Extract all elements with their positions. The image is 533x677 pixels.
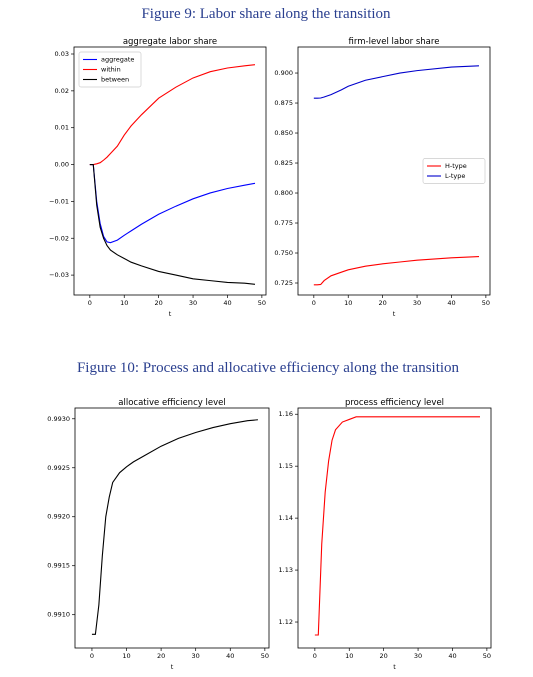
y-tick-label: 1.15 [279, 462, 293, 470]
plot-frame [297, 46, 491, 296]
x-tick-label: 40 [448, 652, 456, 660]
plot-frame [297, 407, 492, 649]
y-tick-label: 0.850 [274, 129, 293, 137]
x-tick-label: 30 [192, 652, 200, 660]
data-line [91, 419, 258, 635]
x-tick-label: 40 [226, 652, 234, 660]
y-tick-label: 1.14 [279, 514, 293, 522]
data-line [89, 164, 256, 244]
x-tick-label: 10 [122, 652, 130, 660]
chart-title: aggregate labor share [123, 37, 217, 47]
y-tick-label: 0.9915 [47, 562, 70, 570]
x-tick-label: 30 [189, 299, 197, 307]
y-tick-label: 0.9925 [47, 464, 70, 472]
x-tick-label: 0 [88, 299, 92, 307]
y-tick-label: 1.12 [279, 618, 293, 626]
data-line [313, 256, 480, 286]
y-tick-label: 0.9910 [47, 611, 70, 619]
y-tick-label: 0.875 [274, 99, 293, 107]
x-tick-label: 10 [344, 299, 352, 307]
x-tick-label: 10 [120, 299, 128, 307]
x-tick-label: 50 [261, 652, 269, 660]
x-tick-label: 0 [313, 652, 317, 660]
x-tick-label: 0 [90, 652, 94, 660]
y-tick-label: 0.800 [274, 189, 293, 197]
data-line [314, 416, 480, 636]
y-tick-label: 0.9930 [47, 415, 70, 423]
x-tick-label: 20 [380, 652, 388, 660]
y-tick-label: 0.825 [274, 159, 293, 167]
data-line [89, 164, 256, 285]
y-tick-label: 0.775 [274, 219, 293, 227]
y-tick-label: 0.750 [274, 249, 293, 257]
x-axis-label: t [169, 310, 172, 318]
y-tick-label: 0.01 [55, 124, 69, 132]
x-tick-label: 50 [482, 299, 490, 307]
legend-frame [422, 158, 486, 184]
y-tick-label: 0.725 [274, 279, 293, 287]
y-tick-label: 0.9920 [47, 513, 70, 521]
x-tick-label: 40 [447, 299, 455, 307]
chart-title: process efficiency level [345, 398, 444, 408]
figure-caption: Figure 9: Labor share along the transiti… [141, 6, 391, 22]
y-tick-label: −0.01 [49, 197, 69, 205]
y-tick-label: 1.13 [279, 566, 293, 574]
x-tick-label: 40 [223, 299, 231, 307]
y-tick-label: −0.03 [49, 271, 69, 279]
plot-frame [74, 407, 270, 649]
x-tick-label: 30 [414, 652, 422, 660]
y-tick-label: 0.00 [55, 161, 69, 169]
legend-frame [78, 51, 142, 88]
x-tick-label: 50 [483, 652, 491, 660]
legend-label: between [101, 76, 129, 84]
y-tick-label: 0.900 [274, 69, 293, 77]
x-axis-label: t [393, 310, 396, 318]
y-tick-label: 1.16 [279, 410, 293, 418]
x-tick-label: 10 [345, 652, 353, 660]
x-tick-label: 0 [312, 299, 316, 307]
x-tick-label: 20 [379, 299, 387, 307]
y-tick-label: −0.02 [49, 234, 69, 242]
x-tick-label: 20 [157, 652, 165, 660]
y-tick-label: 0.03 [55, 50, 69, 58]
figure-caption: Figure 10: Process and allocative effici… [77, 360, 460, 376]
legend-label: H-type [445, 162, 467, 170]
chart-title: firm-level labor share [349, 37, 440, 47]
x-axis-label: t [393, 663, 396, 671]
y-tick-label: 0.02 [55, 87, 69, 95]
x-tick-label: 20 [155, 299, 163, 307]
chart-title: allocative efficiency level [118, 398, 225, 408]
x-tick-label: 50 [258, 299, 266, 307]
x-axis-label: t [171, 663, 174, 671]
data-line [313, 65, 480, 99]
data-line [89, 64, 256, 166]
legend-label: L-type [445, 172, 465, 180]
legend-label: within [101, 66, 121, 74]
x-tick-label: 30 [413, 299, 421, 307]
legend-label: aggregate [101, 56, 134, 64]
plot-frame [73, 46, 267, 296]
